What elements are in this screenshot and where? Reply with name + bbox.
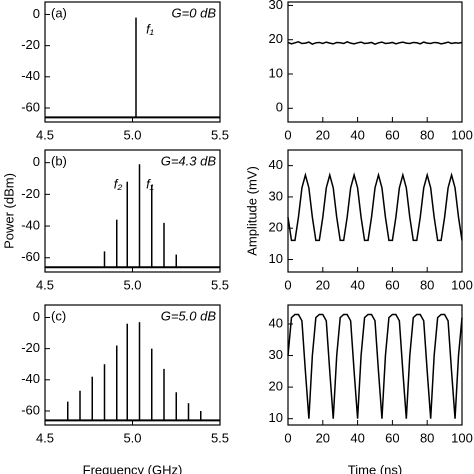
panel-label: (a) (51, 5, 67, 20)
x-tick-label: 100 (451, 127, 473, 142)
y-tick-label: 40 (269, 315, 283, 330)
y-tick-label: 0 (33, 309, 40, 324)
y-tick-label: 40 (269, 157, 283, 172)
y-tick-label: -60 (21, 99, 40, 114)
y-tick-label: 30 (269, 188, 283, 203)
x-tick-label: 5.0 (123, 277, 141, 292)
y-tick-label: -20 (21, 340, 40, 355)
y-tick-label: 10 (269, 65, 283, 80)
y-axis-label: Power (dBm) (1, 173, 16, 249)
y-tick-label: -20 (21, 186, 40, 201)
x-axis-label: Frequency (GHz) (83, 462, 183, 474)
y-tick-label: -60 (21, 249, 40, 264)
x-tick-label: 0 (284, 127, 291, 142)
y-tick-label: 10 (269, 251, 283, 266)
x-tick-label: 5.5 (211, 430, 229, 445)
x-tick-label: 20 (316, 430, 330, 445)
x-tick-label: 4.5 (36, 127, 54, 142)
y-tick-label: 30 (269, 347, 283, 362)
y-tick-label: 20 (269, 379, 283, 394)
y-tick-label: 20 (269, 220, 283, 235)
gain-label: G=0 dB (172, 5, 217, 20)
x-tick-label: 5.5 (211, 277, 229, 292)
x-tick-label: 0 (284, 277, 291, 292)
x-tick-label: 60 (385, 277, 399, 292)
x-axis-label: Time (ns) (348, 462, 402, 474)
x-tick-label: 5.0 (123, 430, 141, 445)
x-tick-label: 60 (385, 127, 399, 142)
y-tick-label: 20 (269, 31, 283, 46)
gain-label: G=4.3 dB (161, 153, 217, 168)
x-tick-label: 100 (451, 430, 473, 445)
x-tick-label: 20 (316, 277, 330, 292)
x-tick-label: 4.5 (36, 277, 54, 292)
x-tick-label: 40 (350, 430, 364, 445)
gain-label: G=5.0 dB (161, 308, 217, 323)
x-tick-label: 5.0 (123, 127, 141, 142)
y-tick-label: -60 (21, 402, 40, 417)
y-tick-label: -20 (21, 37, 40, 52)
y-tick-label: -40 (21, 217, 40, 232)
y-tick-label: -40 (21, 68, 40, 83)
y-tick-label: 10 (269, 410, 283, 425)
y-tick-label: 0 (33, 154, 40, 169)
x-tick-label: 40 (350, 277, 364, 292)
y-axis-label: Amplitude (mV) (244, 166, 259, 256)
y-tick-label: 30 (269, 0, 283, 12)
plot-frame (287, 304, 463, 426)
panel-label: (b) (51, 153, 67, 168)
x-tick-label: 100 (451, 277, 473, 292)
plot-frame (287, 1, 463, 123)
x-tick-label: 80 (420, 277, 434, 292)
waveform (287, 40, 463, 46)
x-tick-label: 80 (420, 430, 434, 445)
plot-frame (287, 149, 463, 273)
peak-label: f₁ (146, 21, 154, 36)
peak-label: f₂ (114, 176, 123, 191)
x-tick-label: 5.5 (211, 127, 229, 142)
waveform (287, 172, 463, 242)
x-tick-label: 20 (316, 127, 330, 142)
y-tick-label: 0 (33, 6, 40, 21)
x-tick-label: 0 (284, 430, 291, 445)
x-tick-label: 4.5 (36, 430, 54, 445)
y-tick-label: 0 (276, 100, 283, 115)
y-tick-label: -40 (21, 371, 40, 386)
x-tick-label: 80 (420, 127, 434, 142)
panel-label: (c) (51, 308, 66, 323)
peak-label: f₁ (146, 176, 154, 191)
x-tick-label: 60 (385, 430, 399, 445)
waveform (287, 313, 463, 419)
x-tick-label: 40 (350, 127, 364, 142)
